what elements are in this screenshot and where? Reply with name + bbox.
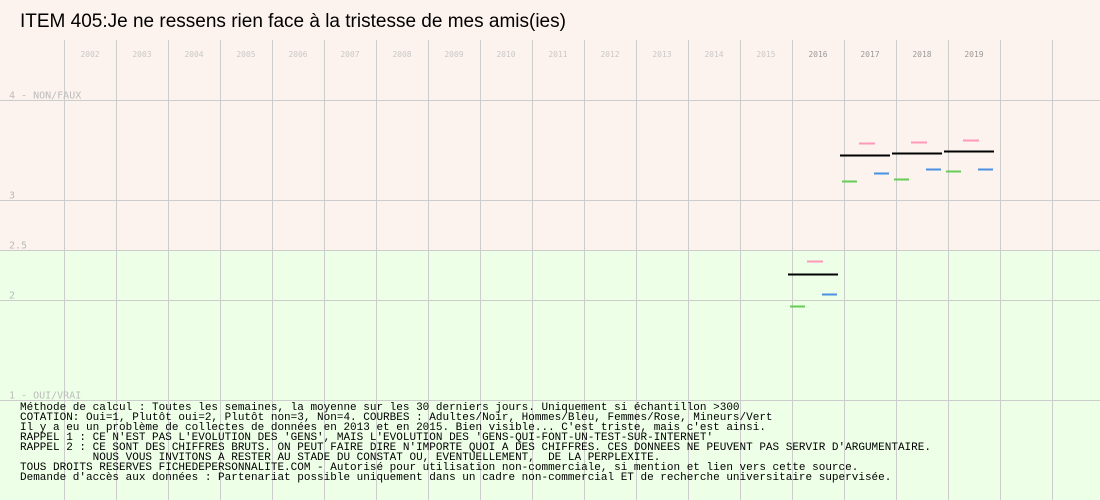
x-tick-label: 2015 [756, 50, 775, 59]
x-tick-label: 2011 [548, 50, 567, 59]
chart-title: ITEM 405:Je ne ressens rien face à la tr… [20, 11, 566, 32]
band-lower [0, 250, 1100, 500]
x-tick-label: 2013 [652, 50, 671, 59]
x-tick-label: 2009 [444, 50, 463, 59]
x-tick-label: 2016 [808, 50, 827, 59]
x-tick-label: 2010 [496, 50, 515, 59]
x-tick-label: 2008 [392, 50, 411, 59]
chart-notes: Méthode de calcul : Toutes les semaines,… [20, 402, 931, 484]
y-tick-label: 2 [9, 291, 15, 302]
y-tick-label: 4 - NON/FAUX [9, 91, 81, 102]
x-tick-label: 2019 [964, 50, 983, 59]
note-line: COTATION: Oui=1, Plutôt oui=2, Plutôt no… [20, 412, 773, 424]
note-line: Il y a eu un problème de collectes de do… [20, 422, 766, 434]
x-tick-label: 2014 [704, 50, 723, 59]
x-tick-label: 2005 [236, 50, 255, 59]
x-tick-label: 2002 [80, 50, 99, 59]
note-line: TOUS DROITS RESERVES FICHEDEPERSONNALITE… [20, 462, 859, 474]
x-tick-label: 2012 [600, 50, 619, 59]
y-tick-label: 2.5 [9, 241, 27, 252]
note-line: RAPPEL 2 : CE SONT DES CHIFFRES BRUTS. O… [20, 442, 931, 454]
note-line: NOUS VOUS INVITONS A RESTER AU STADE DU … [20, 452, 661, 464]
note-line: RAPPEL 1 : CE N'EST PAS L'EVOLUTION DES … [20, 432, 714, 444]
y-tick-label: 1 - OUI/VRAI [9, 391, 81, 402]
x-tick-label: 2018 [912, 50, 931, 59]
y-tick-label: 3 [9, 191, 15, 202]
x-tick-label: 2017 [860, 50, 879, 59]
note-line: Demande d'accès aux données : Partenaria… [20, 472, 892, 484]
x-tick-label: 2007 [340, 50, 359, 59]
x-tick-label: 2006 [288, 50, 307, 59]
x-tick-label: 2004 [184, 50, 203, 59]
x-tick-label: 2003 [132, 50, 151, 59]
band-upper [0, 0, 1100, 250]
note-line: Méthode de calcul : Toutes les semaines,… [20, 402, 740, 414]
